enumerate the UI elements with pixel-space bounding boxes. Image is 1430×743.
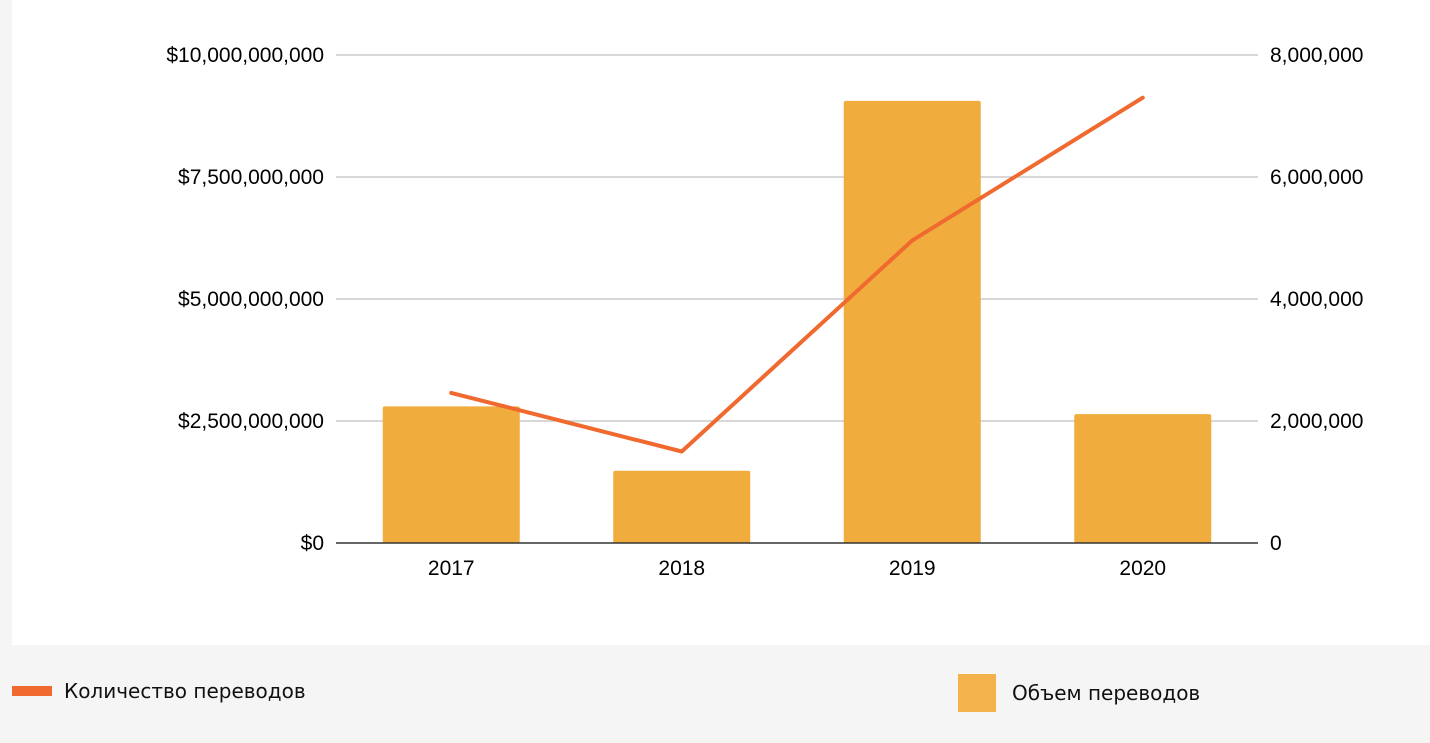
legend-item-count: Количество переводов <box>12 679 306 703</box>
line-series <box>449 95 1145 454</box>
bars <box>382 100 1212 543</box>
x-tick-label: 2019 <box>889 557 936 580</box>
legend-label-volume: Объем переводов <box>1012 681 1201 705</box>
legend-line-swatch <box>12 686 52 696</box>
tick-labels: $0 $2,500,000,000 $5,000,000,000 $7,500,000… <box>166 44 1363 580</box>
right-tick-label: 4,000,000 <box>1270 288 1363 311</box>
legend-label-count: Количество переводов <box>64 679 306 703</box>
combo-chart: $0 $2,500,000,000 $5,000,000,000 $7,500,000… <box>166 44 1363 580</box>
bar-2020 <box>1074 414 1212 543</box>
left-tick-label: $5,000,000,000 <box>178 288 324 311</box>
left-tick-label: $10,000,000,000 <box>166 44 324 67</box>
x-tick-label: 2020 <box>1119 557 1166 580</box>
line-count <box>449 95 1145 454</box>
left-tick-label: $7,500,000,000 <box>178 166 324 189</box>
left-tick-label: $0 <box>301 532 324 555</box>
legend-bar-swatch <box>958 674 996 712</box>
left-tick-label: $2,500,000,000 <box>178 410 324 433</box>
right-tick-label: 2,000,000 <box>1270 410 1363 433</box>
right-tick-label: 8,000,000 <box>1270 44 1363 67</box>
bar-2017 <box>382 406 520 543</box>
legend: Количество переводов Объем переводов <box>0 645 1430 743</box>
right-tick-label: 6,000,000 <box>1270 166 1363 189</box>
bar-2018 <box>613 470 751 543</box>
x-tick-label: 2018 <box>658 557 705 580</box>
legend-item-volume: Объем переводов <box>958 674 1200 712</box>
bar-2019 <box>843 100 981 543</box>
right-tick-label: 0 <box>1270 532 1282 555</box>
x-tick-label: 2017 <box>428 557 475 580</box>
